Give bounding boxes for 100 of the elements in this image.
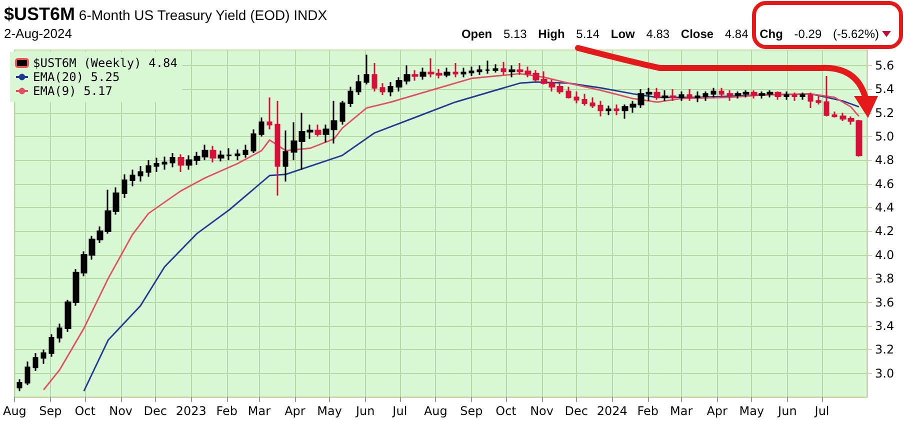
candlestick bbox=[412, 69, 418, 82]
candlestick bbox=[234, 148, 240, 161]
y-tick-label: 3.8 bbox=[875, 272, 894, 286]
y-tick-label: 3.0 bbox=[875, 366, 894, 380]
x-tick-label: Oct bbox=[496, 404, 517, 418]
candlestick bbox=[686, 88, 692, 102]
candlestick bbox=[824, 75, 830, 118]
x-tick-label: 2023 bbox=[176, 404, 206, 418]
x-tick-label: Oct bbox=[74, 404, 96, 418]
x-tick-label: Nov bbox=[530, 404, 554, 418]
candlestick bbox=[606, 104, 612, 116]
candlestick bbox=[582, 93, 588, 106]
x-tick-label: Apr bbox=[284, 404, 306, 418]
y-tick-label: 4.4 bbox=[875, 200, 894, 215]
candlestick bbox=[210, 145, 216, 164]
candlestick bbox=[694, 90, 700, 103]
candlestick bbox=[832, 110, 838, 118]
x-tick-label: Aug bbox=[424, 404, 448, 418]
x-tick-label: Dec bbox=[564, 404, 588, 418]
candlestick bbox=[340, 100, 346, 126]
candlestick bbox=[484, 60, 490, 74]
y-tick-label: 5.4 bbox=[875, 82, 894, 96]
candlestick bbox=[590, 96, 596, 109]
x-tick-label: May bbox=[317, 404, 342, 418]
candlestick bbox=[274, 100, 280, 196]
candlestick bbox=[800, 92, 806, 100]
y-tick-label: 5.0 bbox=[875, 129, 894, 144]
candlestick bbox=[670, 88, 676, 102]
candlestick bbox=[420, 67, 426, 80]
candlestick bbox=[654, 87, 660, 100]
candlestick bbox=[774, 90, 782, 100]
candlestick bbox=[500, 61, 506, 76]
x-tick-label: Sep bbox=[39, 404, 62, 418]
candlestick bbox=[388, 81, 394, 97]
candlestick bbox=[266, 96, 272, 130]
x-tick-label: May bbox=[739, 404, 764, 418]
candlestick bbox=[508, 64, 516, 78]
candlestick bbox=[258, 116, 264, 138]
legend-label: $UST6M (Weekly) 4.84 bbox=[33, 56, 178, 70]
candlestick bbox=[48, 333, 54, 358]
candlestick bbox=[750, 90, 758, 100]
legend-label: EMA(20) 5.25 bbox=[33, 70, 120, 84]
y-tick-label: 4.8 bbox=[875, 153, 894, 168]
candlestick bbox=[710, 87, 716, 98]
candlestick bbox=[566, 86, 572, 100]
candlestick bbox=[226, 148, 232, 161]
candlestick bbox=[726, 90, 734, 102]
candlestick bbox=[138, 165, 144, 182]
x-tick-label: Feb bbox=[637, 404, 658, 418]
x-tick-label: Mar bbox=[248, 404, 271, 418]
candlestick bbox=[718, 87, 724, 98]
candlestick bbox=[282, 130, 288, 182]
text: Open 5.13 High 5.14 Low 4.83 Close 4.84 Chg -0.29 (-5.62%) bbox=[461, 27, 879, 41]
candlestick bbox=[662, 90, 668, 102]
candlestick bbox=[218, 150, 224, 162]
candlestick bbox=[452, 62, 458, 78]
y-tick-label: 4.6 bbox=[875, 176, 894, 191]
x-tick-label: Apr bbox=[706, 404, 728, 418]
y-tick-label: 5.2 bbox=[875, 106, 894, 120]
x-tick-label: Jul bbox=[392, 404, 408, 418]
legend-label: EMA(9) 5.17 bbox=[33, 84, 112, 98]
candlestick bbox=[130, 168, 136, 187]
candlestick bbox=[816, 95, 822, 106]
candlestick bbox=[16, 378, 22, 392]
candlestick bbox=[380, 82, 386, 96]
candlestick bbox=[242, 144, 248, 159]
candlestick bbox=[314, 124, 322, 138]
chart-title: $UST6M 6-Month US Treasury Yield (EOD) INDX bbox=[4, 4, 328, 25]
candlestick bbox=[468, 66, 474, 77]
candlestick bbox=[678, 90, 684, 102]
candlestick bbox=[146, 159, 152, 178]
x-tick-label: Aug bbox=[2, 404, 26, 418]
chart-subtitle: 2-Aug-2024 bbox=[4, 26, 72, 41]
y-tick-label: 3.4 bbox=[875, 318, 894, 333]
candlestick bbox=[170, 152, 176, 168]
candlestick bbox=[792, 92, 798, 102]
candlestick bbox=[32, 352, 38, 372]
candlestick bbox=[444, 67, 450, 78]
candlestick bbox=[56, 322, 62, 344]
candlestick bbox=[364, 54, 370, 86]
candlestick bbox=[250, 128, 256, 154]
candlestick bbox=[702, 90, 708, 102]
candlestick bbox=[372, 62, 378, 92]
candlestick bbox=[122, 174, 128, 199]
x-tick-label: Mar bbox=[670, 404, 693, 418]
candlestick bbox=[24, 360, 30, 386]
y-tick-label: 3.6 bbox=[875, 295, 894, 310]
candlestick bbox=[356, 74, 362, 96]
candlestick bbox=[460, 67, 466, 78]
x-tick-label: Feb bbox=[216, 404, 238, 418]
x-tick-label: Dec bbox=[144, 404, 168, 418]
y-tick-label: 4.0 bbox=[875, 248, 894, 262]
candlestick bbox=[784, 90, 790, 100]
x-tick-label: Jun bbox=[354, 404, 375, 418]
x-tick-label: Nov bbox=[109, 404, 133, 418]
candlestick bbox=[162, 156, 168, 170]
y-tick-label: 3.2 bbox=[875, 342, 894, 357]
candlestick bbox=[614, 104, 620, 116]
x-tick-label: Jun bbox=[777, 404, 797, 418]
candlestick bbox=[154, 157, 160, 173]
